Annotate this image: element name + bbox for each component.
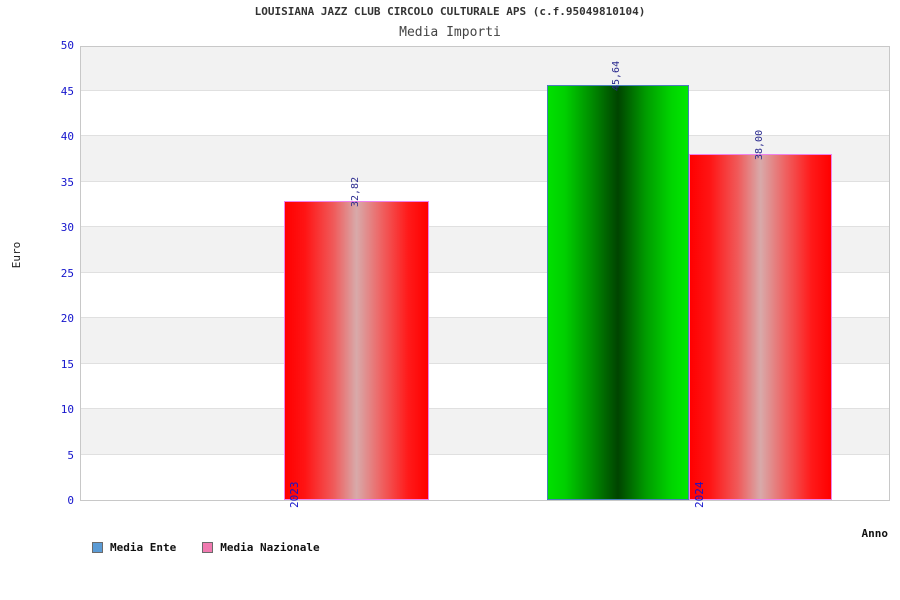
gridline bbox=[81, 226, 889, 227]
y-axis-tick-label: 20 bbox=[60, 312, 74, 325]
legend-label: Media Ente bbox=[110, 541, 177, 554]
y-axis-tick-label: 25 bbox=[60, 266, 74, 280]
y-axis-tick-label: 5 bbox=[67, 448, 74, 462]
bar-2024-ente[interactable] bbox=[547, 84, 689, 500]
chart-title: LOUISIANA JAZZ CLUB CIRCOLO CULTURALE AP… bbox=[254, 5, 646, 18]
chart-legend: Media Ente Media Nazionale bbox=[92, 541, 320, 554]
plot-area bbox=[80, 46, 890, 501]
y-axis-tick-label: 40 bbox=[60, 130, 74, 143]
gridline bbox=[81, 362, 889, 364]
x-axis-tick-label-2023: 2023 bbox=[288, 481, 301, 509]
legend-item[interactable]: Media Ente bbox=[92, 541, 176, 554]
x-axis-title: Anno bbox=[861, 527, 889, 540]
y-axis-tick-label: 35 bbox=[60, 175, 74, 189]
bar-value-label: 32,82 bbox=[349, 177, 361, 208]
chart-subtitle: Media Importi bbox=[399, 25, 501, 40]
y-axis-tick-label: 50 bbox=[60, 39, 74, 52]
legend-item[interactable]: Media Nazionale bbox=[202, 541, 320, 554]
bar-2023-nazionale[interactable] bbox=[284, 201, 429, 500]
bar-value-label: 45,64 bbox=[611, 60, 622, 91]
y-axis-ticks: 0 5 10 15 20 25 30 35 40 45 50 bbox=[8, 40, 74, 506]
y-axis-tick-label: 15 bbox=[60, 357, 74, 371]
gridline bbox=[81, 135, 889, 136]
plot-band bbox=[81, 47, 889, 91]
legend-label: Media Nazionale bbox=[220, 541, 320, 554]
y-axis-tick-label: 10 bbox=[60, 403, 74, 416]
gridline bbox=[81, 271, 889, 273]
y-axis-title: Euro bbox=[10, 241, 23, 269]
gridline bbox=[81, 89, 889, 91]
y-axis-tick-label: 30 bbox=[60, 221, 74, 234]
legend-swatch-icon bbox=[202, 542, 214, 553]
bar-2024-nazionale[interactable] bbox=[689, 154, 832, 500]
bar-value-label: 38,00 bbox=[753, 130, 765, 161]
gridline bbox=[81, 317, 889, 318]
gridline bbox=[81, 453, 889, 455]
gridline bbox=[81, 408, 889, 409]
y-axis-tick-label: 0 bbox=[67, 494, 74, 507]
gridline bbox=[81, 180, 889, 182]
y-axis-tick-label: 45 bbox=[60, 84, 74, 98]
legend-swatch-icon bbox=[92, 542, 103, 553]
x-axis-tick-label-2024: 2024 bbox=[693, 481, 706, 509]
